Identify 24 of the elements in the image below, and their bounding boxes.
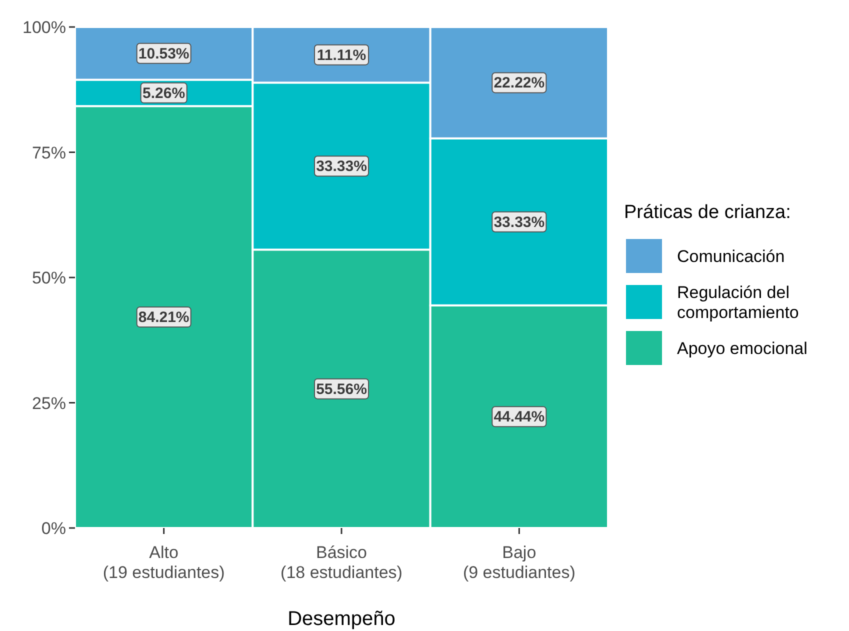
legend-entry: Comunicación — [626, 239, 785, 273]
y-tick-label: 75% — [32, 143, 66, 162]
data-label: 22.22% — [494, 74, 545, 92]
data-label: 84.21% — [138, 309, 190, 326]
x-tick-label: Alto (19 estudiantes) — [102, 543, 225, 582]
y-tick-label: 25% — [32, 394, 66, 413]
legend-entry: Regulación del comportamiento — [626, 283, 799, 322]
data-label: 10.53% — [138, 45, 190, 62]
data-label: 33.33% — [494, 214, 545, 231]
x-axis-title: Desempeño — [288, 608, 396, 630]
data-label: 33.33% — [316, 158, 367, 176]
legend-label: Comunicación — [677, 247, 785, 266]
data-label: 11.11% — [316, 46, 366, 64]
data-label: 44.44% — [494, 408, 545, 426]
x-tick-label: Básico (18 estudiantes) — [280, 543, 402, 582]
y-tick-label: 0% — [41, 519, 66, 538]
data-label: 5.26% — [142, 84, 186, 102]
y-tick-label: 50% — [32, 268, 66, 288]
legend-label: Regulación del comportamiento — [677, 283, 799, 322]
data-label: 55.56% — [316, 380, 367, 398]
legend-title: Práticas de crianza: — [624, 202, 791, 223]
legend-entry: Apoyo emocional — [626, 331, 808, 365]
y-tick-label: 100% — [22, 18, 66, 37]
x-tick-label: Bajo (9 estudiantes) — [462, 543, 576, 582]
